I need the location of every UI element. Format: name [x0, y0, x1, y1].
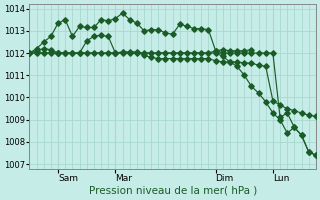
X-axis label: Pression niveau de la mer( hPa ): Pression niveau de la mer( hPa )	[89, 186, 257, 196]
